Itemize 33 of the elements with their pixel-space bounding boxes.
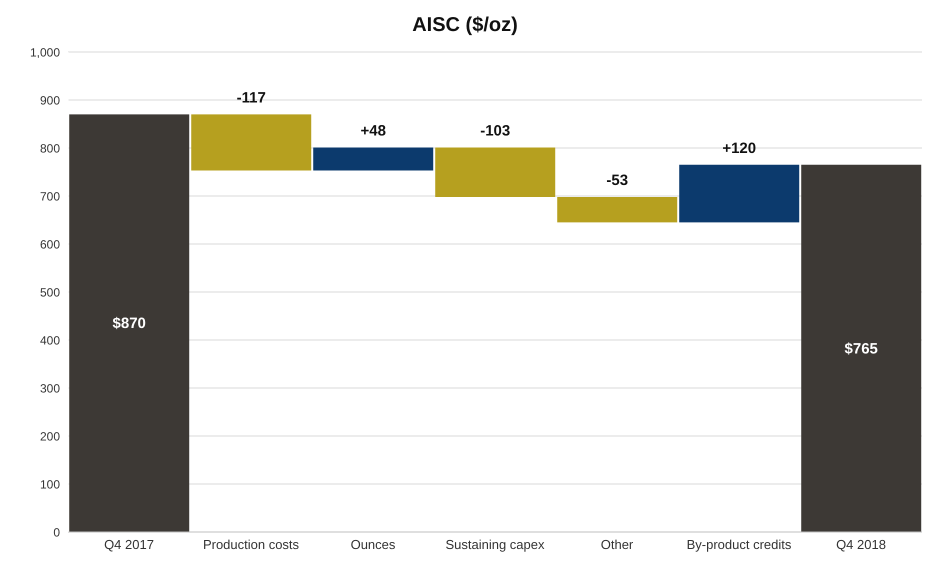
data-label: -117: [236, 89, 266, 106]
x-tick-label: Sustaining capex: [445, 537, 546, 552]
bar: [679, 164, 800, 222]
chart-title: AISC ($/oz): [411, 13, 519, 38]
data-label: +120: [722, 140, 756, 157]
x-tick-label: Production costs: [202, 537, 300, 552]
x-tick-label: Q4 2017: [104, 537, 154, 552]
y-tick-label: 400: [40, 333, 60, 348]
y-tick-label: 300: [40, 381, 60, 396]
bar: [801, 164, 922, 532]
x-tick-label: Other: [600, 537, 634, 552]
bar: [313, 148, 434, 171]
data-label: $870: [112, 315, 146, 332]
bar: [69, 114, 190, 532]
x-tick-label: By-product credits: [686, 537, 792, 552]
y-tick-label: 900: [40, 93, 60, 108]
bar: [557, 196, 678, 222]
x-tick-label: Ounces: [350, 537, 396, 552]
data-label: -103: [480, 122, 510, 140]
y-tick-label: 800: [40, 141, 60, 156]
y-tick-label: 100: [40, 477, 60, 492]
x-tick-label: Q4 2018: [836, 537, 886, 552]
y-tick-label: 700: [40, 189, 60, 204]
y-tick-label: 200: [40, 429, 60, 444]
y-tick-label: 600: [40, 237, 60, 252]
data-label: $765: [844, 340, 878, 358]
y-tick-label: 0: [53, 525, 60, 540]
bar: [435, 148, 556, 197]
y-tick-label: 1,000: [30, 45, 60, 60]
data-label: +48: [360, 122, 386, 140]
bar: [191, 114, 312, 171]
data-label: -53: [606, 172, 628, 189]
y-tick-label: 500: [40, 285, 60, 300]
